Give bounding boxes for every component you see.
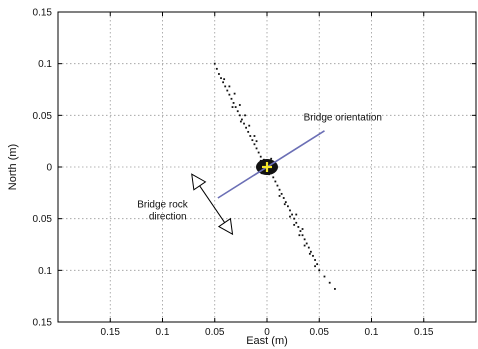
data-point xyxy=(245,126,247,129)
data-point xyxy=(301,228,304,230)
data-point xyxy=(289,215,291,218)
data-point xyxy=(305,242,308,245)
data-point xyxy=(238,114,241,117)
x-tick-label: 0 xyxy=(264,327,270,338)
data-point xyxy=(213,62,216,65)
annotation-bridge-rock: Bridge rock xyxy=(137,199,189,210)
data-point xyxy=(234,106,237,108)
data-point xyxy=(241,118,243,121)
data-point xyxy=(257,151,260,154)
data-point xyxy=(308,252,311,255)
x-tick-label: 0.05 xyxy=(205,327,225,338)
data-point xyxy=(283,203,286,206)
data-point xyxy=(301,234,304,237)
y-axis-ticks: 0.15 0.1 0.05 0 0.05 0.1 0.15 xyxy=(33,8,476,329)
data-point xyxy=(318,269,321,272)
data-point xyxy=(278,188,281,191)
data-point xyxy=(307,246,310,249)
data-point xyxy=(228,93,231,96)
data-point xyxy=(228,85,231,88)
y-tick-label: 0.15 xyxy=(33,318,53,329)
data-point xyxy=(284,201,287,204)
x-axis-ticks: 0.15 0.1 0.05 0 0.05 0.1 0.15 xyxy=(101,12,434,338)
data-point xyxy=(312,254,314,257)
data-point xyxy=(328,281,331,284)
center-marker xyxy=(262,162,272,172)
arrow-head xyxy=(217,217,234,236)
data-point xyxy=(223,78,226,81)
annotation-direction: direction xyxy=(149,212,187,223)
data-point xyxy=(243,122,245,125)
x-tick-label: 0.1 xyxy=(156,327,170,338)
data-point xyxy=(247,130,250,133)
y-tick-label: 0 xyxy=(46,163,52,174)
data-point xyxy=(298,234,301,237)
data-point xyxy=(303,238,306,241)
data-point xyxy=(272,176,275,179)
data-point xyxy=(291,213,293,216)
data-point xyxy=(249,135,252,137)
data-point xyxy=(230,97,233,100)
data-point xyxy=(255,140,258,143)
data-point xyxy=(255,147,258,150)
x-tick-label: 0.05 xyxy=(310,327,330,338)
y-tick-label: 0.1 xyxy=(38,266,52,277)
y-axis-label: North (m) xyxy=(7,144,19,190)
data-point xyxy=(251,139,254,142)
x-tick-label: 0.15 xyxy=(101,327,121,338)
data-point xyxy=(276,184,279,187)
arrow-shaft xyxy=(199,185,226,223)
x-axis-label: East (m) xyxy=(246,335,288,347)
data-point xyxy=(238,104,241,106)
data-point xyxy=(220,77,222,80)
data-point xyxy=(278,195,281,197)
data-point xyxy=(274,180,277,183)
bridge-orientation-line xyxy=(217,130,325,199)
data-point xyxy=(295,221,298,224)
data-point xyxy=(224,85,227,88)
data-point xyxy=(314,265,316,268)
data-point xyxy=(231,106,234,108)
data-point xyxy=(215,67,218,70)
data-point xyxy=(299,230,302,232)
data-point xyxy=(309,250,312,253)
data-point xyxy=(316,263,319,266)
y-tick-label: 0.1 xyxy=(38,59,52,70)
arrow-head xyxy=(191,173,207,191)
data-point xyxy=(218,73,220,75)
y-tick-label: 0.05 xyxy=(33,214,53,225)
annotation-bridge-orientation: Bridge orientation xyxy=(304,113,382,124)
data-point xyxy=(259,155,262,158)
data-point xyxy=(233,92,236,95)
data-point xyxy=(295,213,298,216)
data-point xyxy=(280,192,283,195)
data-point xyxy=(323,275,326,278)
data-point xyxy=(293,223,296,226)
data-point xyxy=(236,110,239,113)
data-point xyxy=(248,124,251,127)
data-point xyxy=(303,244,306,247)
data-point xyxy=(334,288,336,290)
data-point xyxy=(222,81,225,84)
data-point xyxy=(270,157,273,160)
data-point xyxy=(282,197,285,199)
data-point xyxy=(314,259,316,261)
data-point xyxy=(232,102,235,104)
data-point xyxy=(293,217,296,220)
y-tick-label: 0.05 xyxy=(33,111,53,122)
bridge-rock-direction-arrow xyxy=(191,173,234,236)
data-point xyxy=(297,226,300,228)
data-point xyxy=(226,89,229,92)
y-tick-label: 0.15 xyxy=(33,8,53,19)
data-point xyxy=(253,135,256,137)
x-tick-label: 0.1 xyxy=(365,327,379,338)
x-tick-label: 0.15 xyxy=(414,327,434,338)
data-point xyxy=(287,205,289,208)
data-point xyxy=(253,143,256,146)
data-point xyxy=(289,209,291,212)
data-point xyxy=(239,120,242,123)
data-point xyxy=(244,114,246,117)
